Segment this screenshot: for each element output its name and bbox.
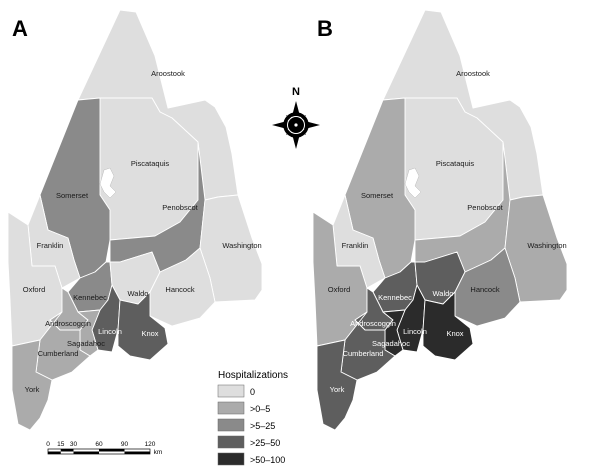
county-label-hancock: Hancock: [165, 285, 194, 294]
scale-tick-2: 30: [70, 441, 78, 448]
compass-ring: [283, 112, 309, 138]
county-label-piscataquis: Piscataquis: [131, 159, 170, 168]
county-york: [316, 339, 358, 431]
county-label-waldo: Waldo: [433, 289, 454, 298]
county-label-sagadahoc: Sagadahoc: [372, 339, 410, 348]
county-label-somerset: Somerset: [56, 191, 89, 200]
scale-bar-segment-2: [73, 451, 99, 454]
panel-b-counties: [312, 9, 568, 431]
legend-label-2: >5–25: [250, 421, 275, 431]
county-label-lincoln: Lincoln: [98, 327, 122, 336]
county-label-aroostook: Aroostook: [456, 69, 490, 78]
county-york: [11, 339, 53, 431]
scale-tick-3: 60: [95, 441, 103, 448]
county-label-washington: Washington: [222, 241, 261, 250]
legend-swatch-2: [217, 418, 245, 432]
scale-bar-segment-3: [99, 449, 125, 452]
legend-title: Hospitalizations: [218, 370, 288, 381]
scale-bar-segment-4: [124, 451, 150, 454]
moosehead-lake: [99, 167, 117, 199]
county-label-piscataquis: Piscataquis: [436, 159, 475, 168]
county-label-penobscot: Penobscot: [162, 203, 198, 212]
scale-tick-0: 0: [46, 441, 50, 448]
county-label-lincoln: Lincoln: [403, 327, 427, 336]
county-label-york: York: [330, 385, 345, 394]
scale-bar-segment-0: [48, 451, 61, 454]
compass-ring-inner: [287, 116, 305, 134]
compass-north-label: N: [292, 86, 300, 98]
county-label-aroostook: Aroostook: [151, 69, 185, 78]
county-label-somerset: Somerset: [361, 191, 394, 200]
legend-label-3: >25–50: [250, 438, 280, 448]
county-label-oxford: Oxford: [23, 285, 46, 294]
county-label-hancock: Hancock: [470, 285, 499, 294]
county-label-kennebec: Kennebec: [378, 293, 412, 302]
county-label-sagadahoc: Sagadahoc: [67, 339, 105, 348]
county-label-waldo: Waldo: [128, 289, 149, 298]
moosehead-lake: [404, 167, 422, 199]
legend-label-1: >0–5: [250, 404, 270, 414]
panel-a-counties: [7, 9, 263, 431]
compass-center: [293, 122, 299, 128]
county-label-cumberland: Cumberland: [343, 349, 384, 358]
legend-swatch-0: [217, 384, 245, 398]
county-label-kennebec: Kennebec: [73, 293, 107, 302]
county-label-androscoggin: Androscoggin: [350, 319, 396, 328]
county-label-franklin: Franklin: [37, 241, 64, 250]
county-knox: [422, 291, 474, 361]
scale-unit: km: [154, 449, 163, 456]
scale-tick-5: 120: [145, 441, 156, 448]
legend-items: 0 >0–5 >5–25 >25–50 >50–100: [217, 384, 285, 466]
legend-label-4: >50–100: [250, 455, 285, 465]
county-label-penobscot: Penobscot: [467, 203, 503, 212]
county-label-franklin: Franklin: [342, 241, 369, 250]
legend-label-0: 0: [250, 387, 255, 397]
scale-bar-segment-1: [60, 449, 74, 452]
panel-letter-b: B: [317, 16, 333, 41]
panel-b: B Aroostook Piscataquis Somerset Penobscot W…: [312, 9, 568, 431]
county-label-oxford: Oxford: [328, 285, 351, 294]
county-label-york: York: [25, 385, 40, 394]
panel-a: A Aroostook Piscataquis Somerset Penobscot W…: [7, 9, 263, 431]
county-label-androscoggin: Androscoggin: [45, 319, 91, 328]
county-label-washington: Washington: [527, 241, 566, 250]
panel-a-labels: Aroostook Piscataquis Somerset Penobscot Was…: [23, 69, 262, 394]
legend-swatch-3: [217, 435, 245, 449]
county-label-knox: Knox: [446, 329, 463, 338]
county-knox: [117, 291, 169, 361]
legend-swatch-1: [217, 401, 245, 415]
legend: Hospitalizations 0 >0–5 >5–25 >25–50 >50–100: [217, 370, 288, 466]
legend-swatch-4: [217, 452, 245, 466]
county-label-cumberland: Cumberland: [38, 349, 79, 358]
scale-tick-1: 15: [57, 441, 65, 448]
scale-tick-4: 90: [121, 441, 129, 448]
panel-letter-a: A: [12, 16, 28, 41]
panel-b-labels: Aroostook Piscataquis Somerset Penobscot Was…: [328, 69, 567, 394]
compass-rose: N: [272, 86, 320, 149]
county-label-knox: Knox: [141, 329, 158, 338]
